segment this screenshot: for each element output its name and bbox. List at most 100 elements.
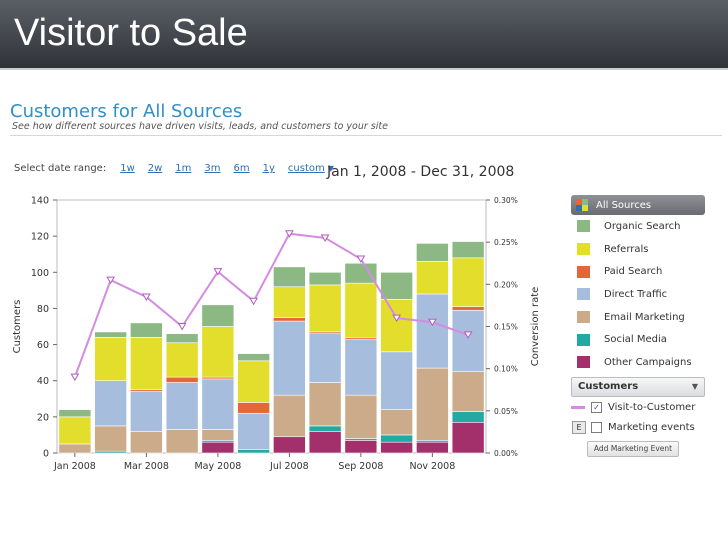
range-custom-link[interactable]: custom (287, 163, 325, 174)
bar-segment (237, 402, 270, 414)
visit-to-customer-checkbox[interactable]: ✓ (591, 402, 602, 414)
bar-segment (237, 412, 270, 450)
marketing-events-checkbox[interactable] (591, 422, 602, 434)
legend-item-other-campaigns[interactable]: Other Campaigns (571, 351, 705, 374)
metric-dropdown[interactable]: Customers ▼ (571, 376, 705, 397)
bar-segment (344, 282, 378, 338)
date-range-selector: Select date range: 1w 2w 1m 3m 6m 1y cus… (14, 163, 344, 174)
bar-segment (451, 411, 485, 423)
page-title: Customers for All Sources (10, 101, 243, 122)
conversion-rate-point (70, 373, 80, 382)
bar-segment (451, 241, 485, 259)
page-subtitle: See how different sources have driven vi… (12, 121, 388, 132)
legend-all-sources[interactable]: All Sources (571, 195, 705, 215)
y-tick-label: 140 (31, 196, 49, 207)
legend-item-label: Direct Traffic (604, 288, 668, 300)
metric-dropdown-value: Customers (578, 381, 639, 393)
conversion-rate-point (249, 297, 258, 306)
slide-title-bar: Visitor to Sale (0, 0, 728, 70)
marketing-events-label: Marketing events (608, 422, 695, 434)
conversion-rate-point (356, 255, 366, 264)
y-tick-label: 20 (37, 412, 49, 423)
bar-segment (165, 333, 199, 344)
email-marketing-swatch (577, 311, 590, 324)
bar-segment (94, 337, 127, 382)
bar-segment (308, 382, 342, 427)
x-tick-label: Jul 2008 (269, 461, 309, 472)
bar-segment (201, 441, 235, 454)
marketing-events-toggle[interactable]: E Marketing events (571, 419, 705, 437)
direct-traffic-swatch (577, 288, 590, 301)
y2-axis-title: Conversion rate (530, 287, 541, 367)
y-tick-label: 40 (37, 376, 49, 387)
add-marketing-event-button[interactable]: Add Marketing Event (587, 440, 679, 457)
bar-segment (416, 261, 449, 295)
bar-segment (344, 338, 378, 396)
bar-segment (165, 342, 199, 378)
range-1w-link[interactable]: 1w (120, 163, 135, 174)
bar-segment (451, 306, 485, 311)
date-range-label: Select date range: (14, 163, 107, 174)
chevron-down-icon[interactable]: ▼ (327, 164, 334, 173)
legend-item-paid-search[interactable]: Paid Search (571, 260, 705, 283)
all-sources-icon (576, 199, 588, 211)
legend-item-organic-search[interactable]: Organic Search (571, 215, 705, 238)
bar-segment (451, 309, 485, 372)
bar-segment (416, 243, 449, 262)
bar-segment (58, 443, 92, 454)
conversion-rate-point (463, 331, 473, 339)
bar-segment (380, 409, 413, 436)
y2-tick-label: 0.30% (494, 196, 518, 205)
bar-segment (130, 337, 163, 391)
conversion-rate-point (142, 293, 151, 301)
visit-to-customer-toggle[interactable]: ✓ Visit-to-Customer (571, 399, 705, 417)
legend-item-label: Paid Search (604, 266, 663, 278)
bar-segment (237, 353, 270, 362)
bar-segment (344, 394, 378, 439)
referrals-swatch (577, 243, 590, 256)
legend-item-referrals[interactable]: Referrals (571, 238, 705, 261)
y-axis-title: Customers (12, 300, 23, 354)
range-6m-link[interactable]: 6m (233, 163, 250, 174)
legend-item-email-marketing[interactable]: Email Marketing (571, 306, 705, 329)
plot-area (56, 199, 487, 454)
bar-segment (308, 425, 342, 432)
conversion-rate-point (213, 268, 223, 276)
legend-item-label: Social Media (604, 334, 667, 346)
slide-title: Visitor to Sale (14, 12, 248, 54)
legend-item-direct-traffic[interactable]: Direct Traffic (571, 283, 705, 306)
bar-segment (201, 326, 235, 378)
bar-segment (344, 262, 378, 284)
bar-segment (380, 434, 413, 443)
y-tick-label: 80 (37, 304, 49, 315)
bar-segment (416, 293, 449, 369)
x-tick-label: Nov 2008 (410, 461, 456, 472)
x-tick-label: Mar 2008 (124, 461, 169, 472)
bar-segment (380, 271, 413, 300)
conversion-rate-point (106, 276, 115, 285)
conversion-rate-point (428, 318, 437, 327)
range-3m-link[interactable]: 3m (204, 163, 221, 174)
y-tick-label: 60 (37, 340, 49, 351)
legend-all-sources-label: All Sources (596, 199, 652, 211)
bar-segment (273, 286, 306, 318)
y2-tick-label: 0.25% (494, 238, 518, 247)
y2-tick-label: 0.00% (494, 449, 518, 458)
range-1m-link[interactable]: 1m (175, 163, 192, 174)
bar-segment (273, 320, 306, 396)
bar-segment (273, 266, 306, 288)
bar-segment (237, 449, 270, 454)
range-1y-link[interactable]: 1y (262, 163, 275, 174)
legend-item-social-media[interactable]: Social Media (571, 328, 705, 351)
paid-search-swatch (577, 265, 590, 278)
range-2w-link[interactable]: 2w (147, 163, 163, 174)
bar-segment (165, 429, 199, 454)
conversion-rate-point (320, 234, 330, 242)
y-tick-label: 100 (31, 268, 49, 279)
legend-item-label: Email Marketing (604, 311, 685, 323)
conversion-rate-point (285, 230, 294, 238)
bar-segment (451, 421, 485, 454)
conversion-rate-point (177, 323, 187, 331)
y2-tick-label: 0.15% (494, 323, 518, 332)
current-date-range: Jan 1, 2008 - Dec 31, 2008 (327, 164, 515, 180)
